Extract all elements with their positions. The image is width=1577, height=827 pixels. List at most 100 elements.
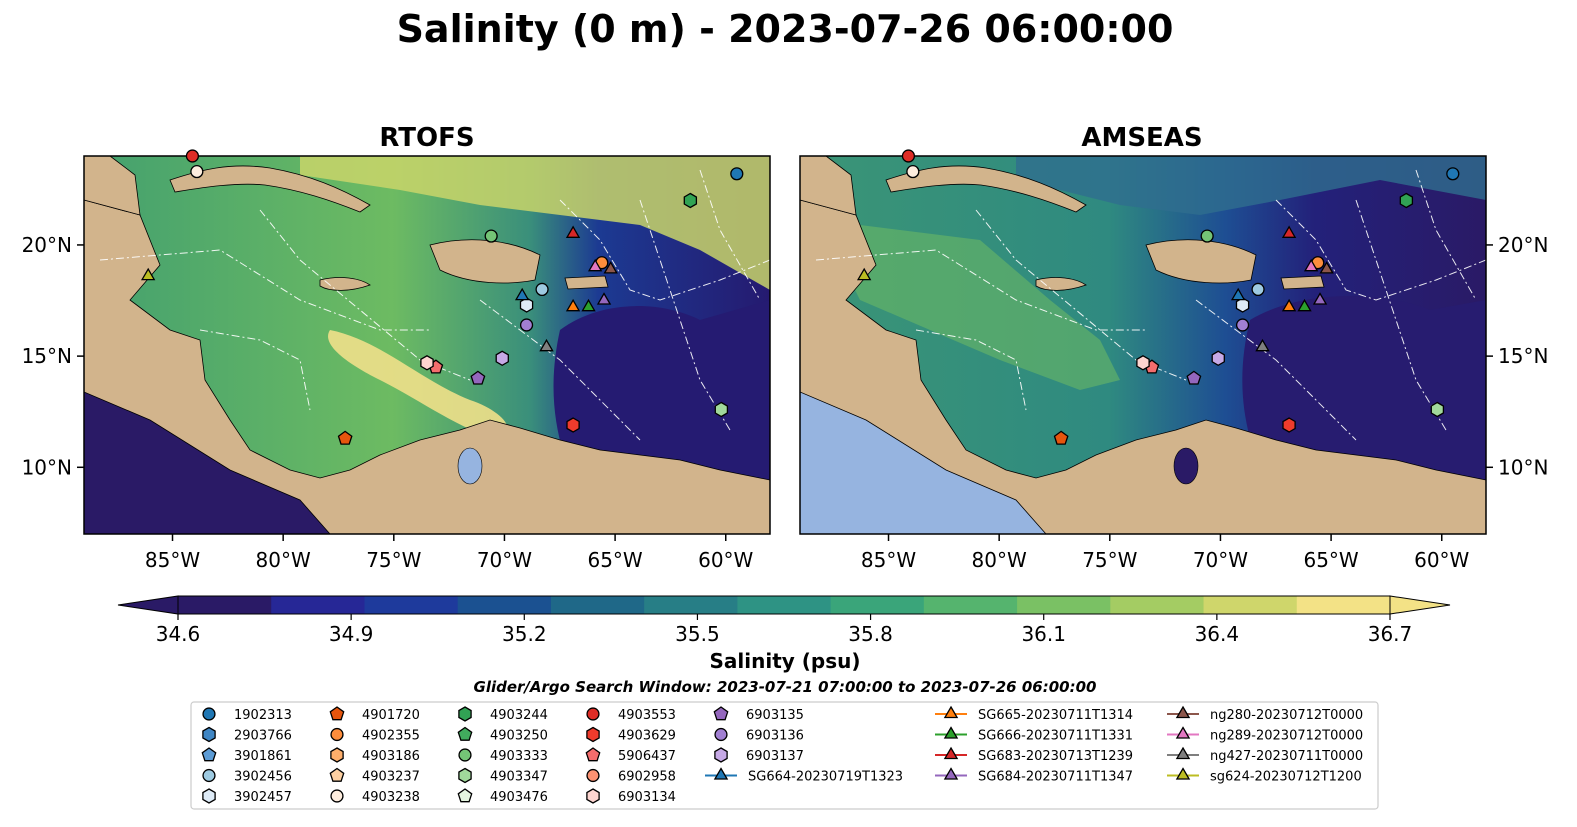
rtofs-land-yucatan <box>84 156 141 216</box>
amseas-pacific-nodata <box>800 392 1046 534</box>
amseas-marker-6903137 <box>1211 350 1225 367</box>
rtofs-xtick-label: 65°W <box>587 548 642 572</box>
rtofs-salinity-tongue <box>328 330 509 440</box>
colorbar-tick-label: 35.8 <box>848 622 893 646</box>
amseas-marker-ng289-20230712t0000 <box>1303 258 1319 272</box>
legend-marker <box>585 747 601 762</box>
amseas-panel-title: AMSEAS <box>1081 123 1202 153</box>
legend-label: SG683-20230713T1239 <box>978 749 1133 764</box>
rtofs-xtick-label: 85°W <box>145 548 200 572</box>
amseas-ytick-label: 15°N <box>1498 344 1548 368</box>
legend-label: 4903238 <box>362 790 420 805</box>
rtofs-ytick-label: 20°N <box>22 233 72 257</box>
legend-marker <box>457 788 473 803</box>
amseas-marker-sg666-20230711t1331 <box>1297 298 1312 312</box>
rtofs-marker-sg684-20230711t1347 <box>596 292 612 305</box>
legend-marker <box>329 706 345 721</box>
amseas-lake-maracaibo <box>1173 447 1199 485</box>
legend-label: SG665-20230711T1314 <box>978 708 1133 723</box>
rtofs-marker-sg665-20230711t1314 <box>565 298 581 312</box>
rtofs-lake-maracaibo <box>457 447 483 485</box>
legend-marker <box>1175 767 1191 780</box>
rtofs-xtick-label: 75°W <box>366 548 421 572</box>
rtofs-land-central-america <box>84 199 770 534</box>
rtofs-marker-1902313 <box>730 167 744 181</box>
amseas-xtick-label: 65°W <box>1303 548 1358 572</box>
legend-label: SG664-20230719T1323 <box>748 770 903 785</box>
rtofs-marker-4903238 <box>190 164 204 179</box>
amseas-ytick-label: 10°N <box>1498 455 1548 479</box>
amseas-marker-sg624-20230712t1200 <box>856 267 872 281</box>
rtofs-marker-sg683-20230713t1239 <box>565 225 581 238</box>
rtofs-marker-4903347 <box>714 401 729 418</box>
legend-label: 6903137 <box>746 749 804 764</box>
legend-label: sg624-20230712T1200 <box>1210 770 1362 785</box>
rtofs-marker-3902456 <box>535 282 549 297</box>
legend-label: 4901720 <box>362 708 420 723</box>
colorbar-cell <box>923 596 1018 614</box>
colorbar-frame <box>177 595 1391 615</box>
colorbar-tick-label: 35.5 <box>675 622 720 646</box>
legend-marker <box>329 767 345 782</box>
colorbar-cell <box>1017 596 1111 614</box>
rtofs-marker-6903135 <box>470 370 486 385</box>
amseas-marker-4903333 <box>1200 229 1214 243</box>
legend-marker <box>586 726 600 743</box>
amseas-marker-ng427-20230711t0000 <box>1255 338 1270 352</box>
legend-marker <box>458 706 472 722</box>
legend-label: ng427-20230711T0000 <box>1210 749 1363 764</box>
rtofs-pacific-fresh <box>84 392 330 534</box>
amseas-land-yucatan <box>800 156 857 216</box>
amseas-marker-4903238 <box>906 164 920 179</box>
colorbar-tick-label: 34.6 <box>156 622 201 646</box>
legend: 1902313 2903766 3901861 3902456 3902457 49017… <box>190 701 1379 810</box>
legend-label: ng280-20230712T0000 <box>1210 708 1363 723</box>
rtofs-atlantic-high-salinity <box>300 156 770 290</box>
amseas-land-central-america <box>800 199 1486 534</box>
legend-label: 6902958 <box>618 770 676 785</box>
amseas-marker-6903135 <box>1186 370 1202 385</box>
legend-marker <box>586 788 600 804</box>
legend-label: 6903136 <box>746 729 804 744</box>
amseas-xtick-label: 60°W <box>1414 548 1469 572</box>
amseas-land-hispaniola <box>1145 239 1257 284</box>
search-window-text: Glider/Argo Search Window: 2023-07-21 07… <box>474 678 1097 696</box>
colorbar-label: Salinity (psu) <box>709 649 860 673</box>
rtofs-marker-4903333 <box>484 229 498 243</box>
amseas-marker-3902457 <box>1235 297 1250 313</box>
rtofs-marker-sg624-20230712t1200 <box>140 267 156 281</box>
legend-marker <box>458 767 472 784</box>
amseas-platform-markers <box>856 149 1460 445</box>
colorbar-tick-label: 36.1 <box>1021 622 1066 646</box>
legend-marker <box>1175 746 1191 760</box>
amseas-atlantic-band <box>1016 156 1486 215</box>
amseas-panel: AMSEAS 85°W 80 <box>799 123 1548 572</box>
amseas-marker-4903553 <box>901 149 916 163</box>
amseas-western-high-salinity <box>820 220 1120 390</box>
colorbar-tick-label: 36.7 <box>1368 622 1413 646</box>
rtofs-marker-ng289-20230712t0000 <box>587 258 603 272</box>
amseas-marker-4903629 <box>1282 417 1296 433</box>
rtofs-land-puerto-rico <box>564 275 609 290</box>
colorbar-cell <box>271 596 365 614</box>
legend-marker <box>330 789 344 803</box>
colorbar-cell <box>644 596 738 614</box>
colorbar-cell <box>1296 596 1391 614</box>
amseas-marker-sg664-20230719t1323 <box>1230 287 1246 301</box>
amseas-x-axis: 85°W 80°W 75°W 70°W 65°W 60°W <box>861 534 1470 572</box>
legend-label: 3901861 <box>234 749 292 764</box>
legend-marker <box>202 726 216 743</box>
legend-marker <box>1175 726 1191 739</box>
legend-marker <box>202 788 216 804</box>
legend-label: 6903135 <box>746 708 804 723</box>
rtofs-land-cuba <box>169 165 371 213</box>
rtofs-marker-4903553 <box>185 149 200 163</box>
rtofs-land-jamaica <box>319 277 371 291</box>
rtofs-marker-ng280-20230712t0000 <box>603 261 618 274</box>
rtofs-marker-4903629 <box>566 417 580 433</box>
colorbar-cell <box>457 596 552 614</box>
colorbar-extend-low <box>117 595 179 615</box>
legend-marker <box>713 767 729 780</box>
legend-label: 5906437 <box>618 749 676 764</box>
rtofs-marker-3902457 <box>519 297 534 313</box>
